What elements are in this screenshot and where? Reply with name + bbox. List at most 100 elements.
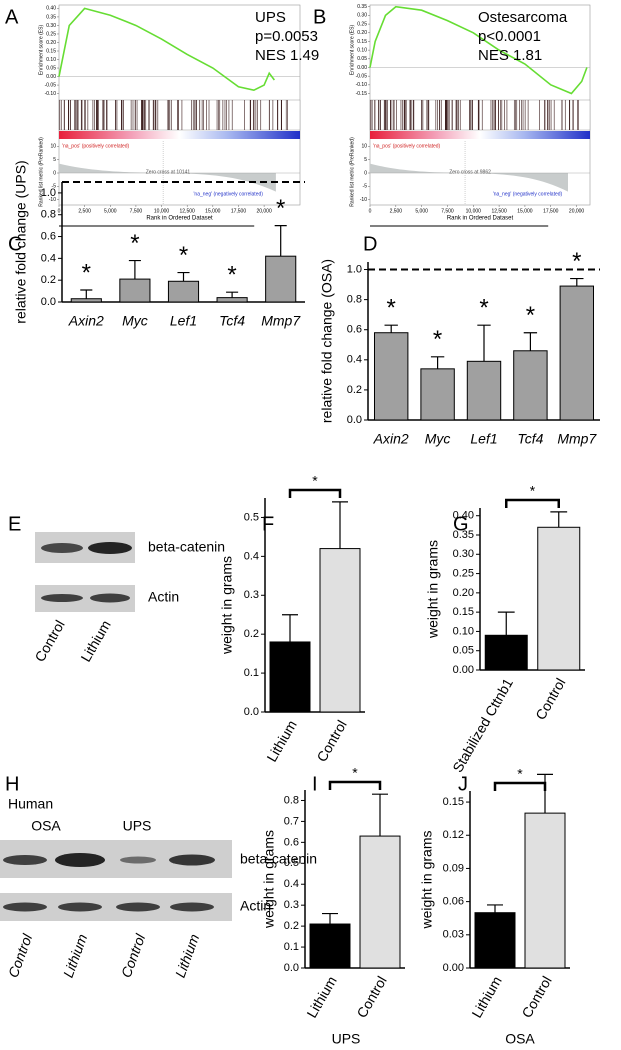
significance-bracket (328, 780, 382, 790)
x-tick-label: Control (532, 675, 568, 722)
x-tick-label: Lithium (468, 973, 504, 1020)
metric-tick-label: 5 (53, 157, 56, 163)
bar (524, 812, 566, 969)
error-bar (477, 324, 491, 362)
bar (70, 298, 102, 303)
y-tick-label: 0.00 (453, 664, 474, 676)
y-tick-label: 0.1 (244, 667, 259, 679)
panel-letter: F (262, 513, 274, 535)
band-label: beta-catenin (148, 539, 225, 555)
error-bar (226, 291, 239, 298)
x-tick-label: 2,500 (390, 208, 403, 214)
blot-band (3, 855, 47, 865)
y-tick-label: -0.05 (45, 82, 57, 88)
blot-band (120, 856, 156, 864)
y-tick-label: -0.15 (356, 91, 368, 97)
y-axis-label: weight in grams (219, 556, 235, 655)
x-tick-label: 15,000 (205, 208, 221, 214)
y-tick-label: 0.0 (244, 706, 259, 718)
y-tick-label: 0.8 (41, 209, 56, 221)
blot-band (90, 593, 130, 603)
x-tick-label: Control (353, 973, 389, 1020)
error-bar (322, 912, 338, 925)
x-tick-label: Tcf4 (219, 313, 245, 329)
x-tick-label: Tcf4 (517, 431, 543, 447)
annotation: NES 1.49 (255, 47, 319, 64)
y-tick-label: -0.10 (356, 82, 368, 88)
y-tick-label: 0.8 (347, 294, 362, 306)
y-tick-label: 0.1 (284, 941, 299, 953)
significance-star: * (479, 295, 488, 322)
bar (474, 912, 516, 969)
significance-star: * (352, 765, 358, 781)
error-bar (497, 611, 515, 636)
pos-label: 'na_pos' (positively correlated) (373, 143, 441, 149)
y-axis-label: Enrichment score (ES) (349, 25, 355, 76)
y-tick-label: 0.3 (284, 899, 299, 911)
error-bar (372, 793, 388, 837)
x-tick-label: Lithium (263, 717, 299, 764)
significance-star: * (530, 483, 536, 499)
error-bar (430, 356, 445, 369)
y-tick-label: 0.6 (41, 230, 56, 242)
bar (119, 278, 151, 303)
lane-label: Control (31, 617, 67, 664)
y-tick-label: 0.30 (46, 23, 56, 29)
metric-tick-label: 10 (361, 144, 367, 150)
x-tick-label: 15,000 (517, 208, 533, 214)
bar (319, 548, 361, 713)
y-tick-label: 0.40 (453, 510, 474, 522)
x-axis-label: OSA (505, 1031, 535, 1047)
y-tick-label: 0.10 (46, 57, 56, 63)
y-tick-label: 0.00 (357, 65, 367, 71)
significance-star: * (227, 262, 236, 289)
error-bar (128, 259, 141, 280)
panel-letter: I (312, 773, 318, 795)
panel-letter: H (5, 773, 19, 795)
significance-star: * (526, 302, 535, 329)
y-tick-label: 0.30 (357, 13, 367, 19)
bar (265, 255, 297, 303)
blot-band (170, 902, 214, 912)
metric-tick-label: -5 (52, 184, 57, 190)
x-tick-label: 12,500 (180, 208, 196, 214)
x-tick-label: Lithium (303, 973, 339, 1020)
panel-letter: J (458, 773, 468, 795)
significance-star: * (276, 195, 285, 222)
blot-band (3, 902, 47, 912)
y-tick-label: 0.00 (443, 962, 464, 974)
y-tick-label: 0.4 (244, 550, 259, 562)
metric-y-label: Ranked list metric (PreRanked) (38, 137, 44, 207)
error-bar (282, 614, 298, 642)
x-tick-label: 10,000 (466, 208, 482, 214)
significance-bracket (288, 488, 342, 498)
y-tick-label: 0.15 (46, 48, 56, 54)
x-tick-label: Mmp7 (261, 313, 301, 329)
panel-letter: E (8, 513, 21, 535)
y-tick-label: 0.09 (443, 862, 464, 874)
neg-label: 'na_neg' (negatively correlated) (193, 191, 263, 197)
y-tick-label: 0.25 (46, 31, 56, 37)
y-tick-label: 0.5 (284, 857, 299, 869)
y-tick-label: 0.2 (244, 628, 259, 640)
panel-letter: C (8, 233, 22, 255)
error-bar (80, 289, 93, 299)
bar (216, 297, 248, 303)
bar (373, 332, 409, 421)
significance-star: * (82, 259, 91, 286)
significance-star: * (312, 473, 318, 489)
y-tick-label: 0.0 (347, 414, 362, 426)
band-label: Actin (240, 898, 271, 914)
y-tick-label: 0.35 (46, 14, 56, 20)
blot-band (41, 594, 83, 602)
significance-star: * (130, 230, 139, 257)
y-tick-label: 0.0 (41, 296, 56, 308)
y-tick-label: 0.4 (41, 252, 56, 264)
x-tick-label: 7,500 (441, 208, 454, 214)
error-bar (332, 501, 348, 549)
x-tick-label: 0 (369, 208, 372, 214)
band-label: Actin (148, 589, 179, 605)
x-axis-label: Rank in Ordered Dataset (447, 216, 514, 222)
metric-area (370, 163, 568, 192)
